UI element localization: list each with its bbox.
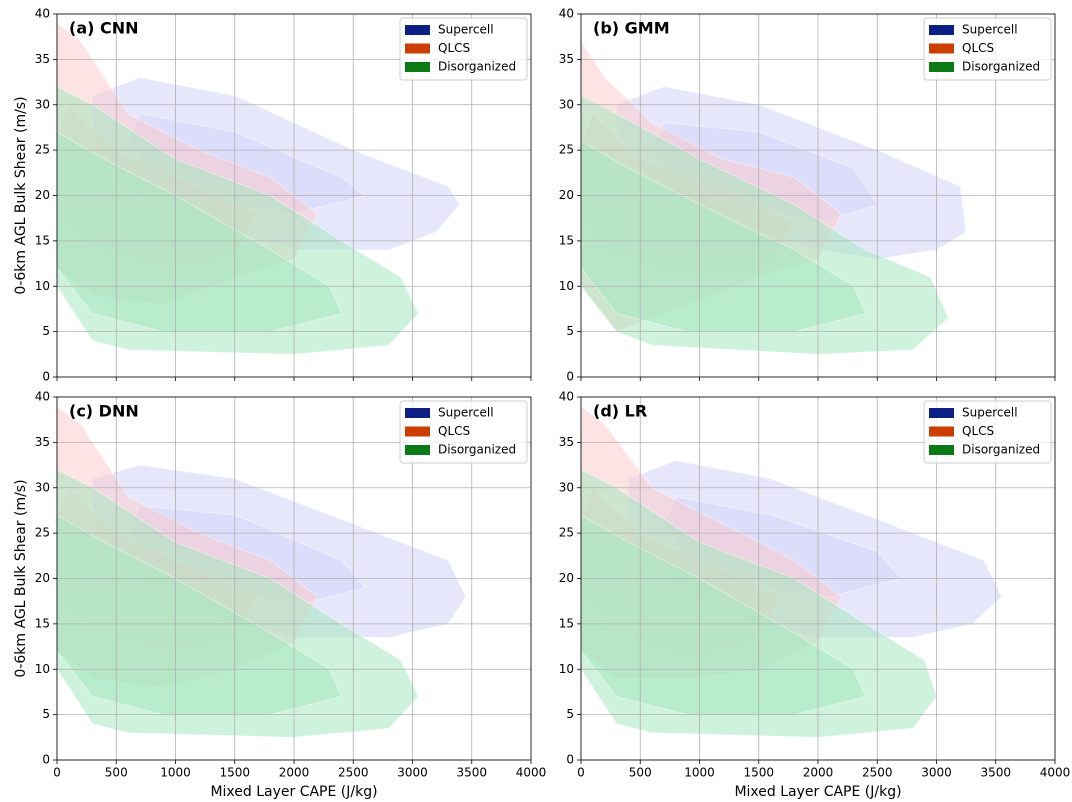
legend-label: Supercell <box>962 406 1018 420</box>
density-contour <box>580 140 866 333</box>
density-contour <box>580 514 866 716</box>
legend-label: Supercell <box>438 23 494 37</box>
y-tick-label: 5 <box>566 707 574 721</box>
density-contour <box>56 514 342 716</box>
legend-swatch <box>929 43 954 54</box>
legend-swatch <box>405 43 430 54</box>
panel-title: (a) CNN <box>69 19 139 38</box>
legend-label: Disorganized <box>438 60 516 74</box>
y-tick-label: 15 <box>35 616 50 630</box>
x-axis-label: Mixed Layer CAPE (J/kg) <box>734 784 901 800</box>
y-tick-label: 5 <box>42 324 50 338</box>
y-tick-label: 15 <box>559 233 574 247</box>
legend-swatch <box>405 408 430 418</box>
legend-swatch <box>929 408 954 418</box>
legend-label: Disorganized <box>962 443 1040 457</box>
y-axis-label: 0-6km AGL Bulk Shear (m/s) <box>13 479 29 677</box>
x-tick-label: 1500 <box>743 766 774 780</box>
y-tick-label: 35 <box>35 435 50 449</box>
y-tick-label: 0 <box>42 753 50 767</box>
y-tick-label: 20 <box>35 188 50 202</box>
panel-title: (b) GMM <box>593 19 670 38</box>
legend-swatch <box>405 426 430 437</box>
x-tick-label: 2500 <box>862 766 893 780</box>
legend-label: Supercell <box>438 406 494 420</box>
y-tick-label: 15 <box>559 616 574 630</box>
legend-label: Supercell <box>962 23 1018 37</box>
x-tick-label: 1000 <box>684 766 715 780</box>
x-tick-label: 3500 <box>456 766 487 780</box>
axes-frame <box>580 13 1056 378</box>
y-tick-label: 25 <box>35 526 50 540</box>
x-tick-label: 2000 <box>803 766 834 780</box>
x-tick-label: 2000 <box>279 766 310 780</box>
y-tick-label: 40 <box>35 390 50 404</box>
y-tick-label: 20 <box>559 188 574 202</box>
y-tick-label: 10 <box>559 279 574 293</box>
legend-swatch <box>405 25 430 35</box>
axes-frame <box>56 396 532 761</box>
x-axis-label: Mixed Layer CAPE (J/kg) <box>210 784 377 800</box>
y-tick-label: 30 <box>559 97 574 111</box>
y-tick-label: 0 <box>566 370 574 384</box>
legend-swatch <box>929 426 954 437</box>
y-tick-label: 10 <box>35 279 50 293</box>
x-tick-label: 500 <box>105 766 128 780</box>
x-tick-label: 4000 <box>516 766 547 780</box>
legend-box <box>923 400 1052 464</box>
y-tick-label: 25 <box>559 526 574 540</box>
x-tick-label: 500 <box>629 766 652 780</box>
y-tick-label: 0 <box>566 753 574 767</box>
y-tick-label: 30 <box>35 480 50 494</box>
y-axis-label: 0-6km AGL Bulk Shear (m/s) <box>13 96 29 294</box>
legend-label: Disorganized <box>962 60 1040 74</box>
x-tick-label: 3000 <box>921 766 952 780</box>
y-tick-label: 25 <box>35 143 50 157</box>
y-tick-label: 30 <box>559 480 574 494</box>
x-tick-label: 3500 <box>980 766 1011 780</box>
x-tick-label: 1000 <box>160 766 191 780</box>
y-tick-label: 40 <box>559 390 574 404</box>
y-tick-label: 40 <box>35 7 50 21</box>
y-tick-label: 40 <box>559 7 574 21</box>
legend-swatch <box>405 62 430 72</box>
y-tick-label: 25 <box>559 143 574 157</box>
legend-label: QLCS <box>962 424 994 438</box>
y-tick-label: 35 <box>559 435 574 449</box>
x-tick-label: 2500 <box>338 766 369 780</box>
legend-swatch <box>405 445 430 455</box>
y-tick-label: 15 <box>35 233 50 247</box>
legend-label: QLCS <box>438 424 470 438</box>
legend-label: QLCS <box>438 41 470 55</box>
x-tick-label: 3000 <box>397 766 428 780</box>
x-tick-label: 1500 <box>219 766 250 780</box>
y-tick-label: 5 <box>566 324 574 338</box>
axes-frame <box>56 13 532 378</box>
y-tick-label: 20 <box>35 571 50 585</box>
panel-title: (c) DNN <box>69 402 139 421</box>
axes-frame <box>580 396 1056 761</box>
legend-swatch <box>929 445 954 455</box>
y-tick-label: 0 <box>42 370 50 384</box>
y-tick-label: 30 <box>35 97 50 111</box>
legend-label: Disorganized <box>438 443 516 457</box>
x-tick-label: 4000 <box>1040 766 1071 780</box>
legend-box <box>399 17 528 81</box>
y-tick-label: 35 <box>35 52 50 66</box>
x-tick-label: 0 <box>53 766 61 780</box>
y-tick-label: 10 <box>35 662 50 676</box>
y-tick-label: 20 <box>559 571 574 585</box>
legend-swatch <box>929 62 954 72</box>
panel-title: (d) LR <box>593 402 647 421</box>
legend-swatch <box>929 25 954 35</box>
density-contour <box>56 131 342 333</box>
legend-box <box>399 400 528 464</box>
x-tick-label: 0 <box>577 766 585 780</box>
y-tick-label: 35 <box>559 52 574 66</box>
legend-box <box>923 17 1052 81</box>
y-tick-label: 10 <box>559 662 574 676</box>
legend-label: QLCS <box>962 41 994 55</box>
y-tick-label: 5 <box>42 707 50 721</box>
